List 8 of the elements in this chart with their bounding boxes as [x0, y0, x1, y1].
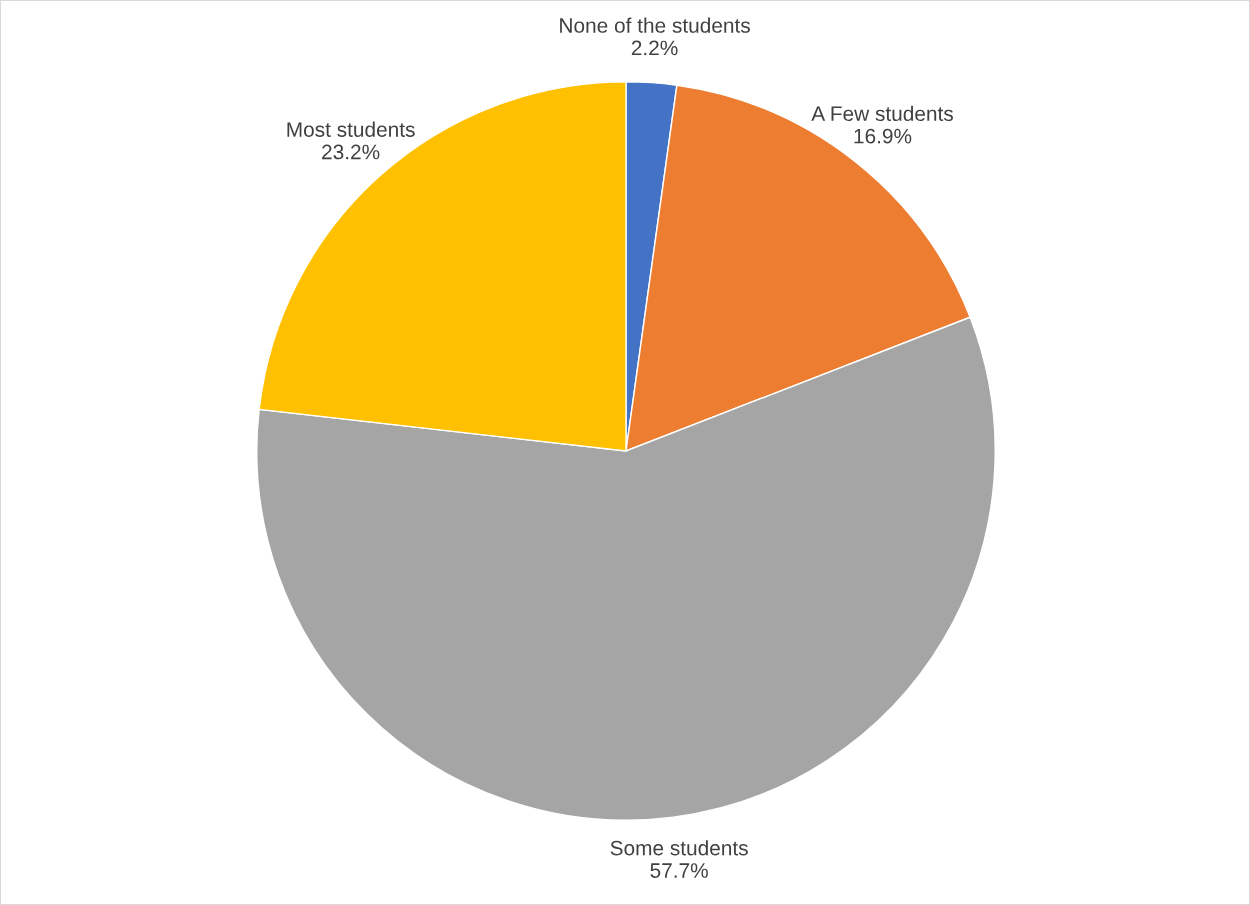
- data-label: 16.9%: [854, 128, 912, 144]
- data-label: 2.2%: [631, 40, 678, 56]
- data-label: 57.7%: [650, 863, 708, 878]
- slice-label: A Few students: [811, 105, 953, 122]
- slice-label: Some students: [610, 840, 748, 856]
- slice-label: None of the students: [560, 17, 750, 33]
- data-label: 23.2%: [322, 144, 380, 160]
- slice-label: Most students: [287, 121, 415, 137]
